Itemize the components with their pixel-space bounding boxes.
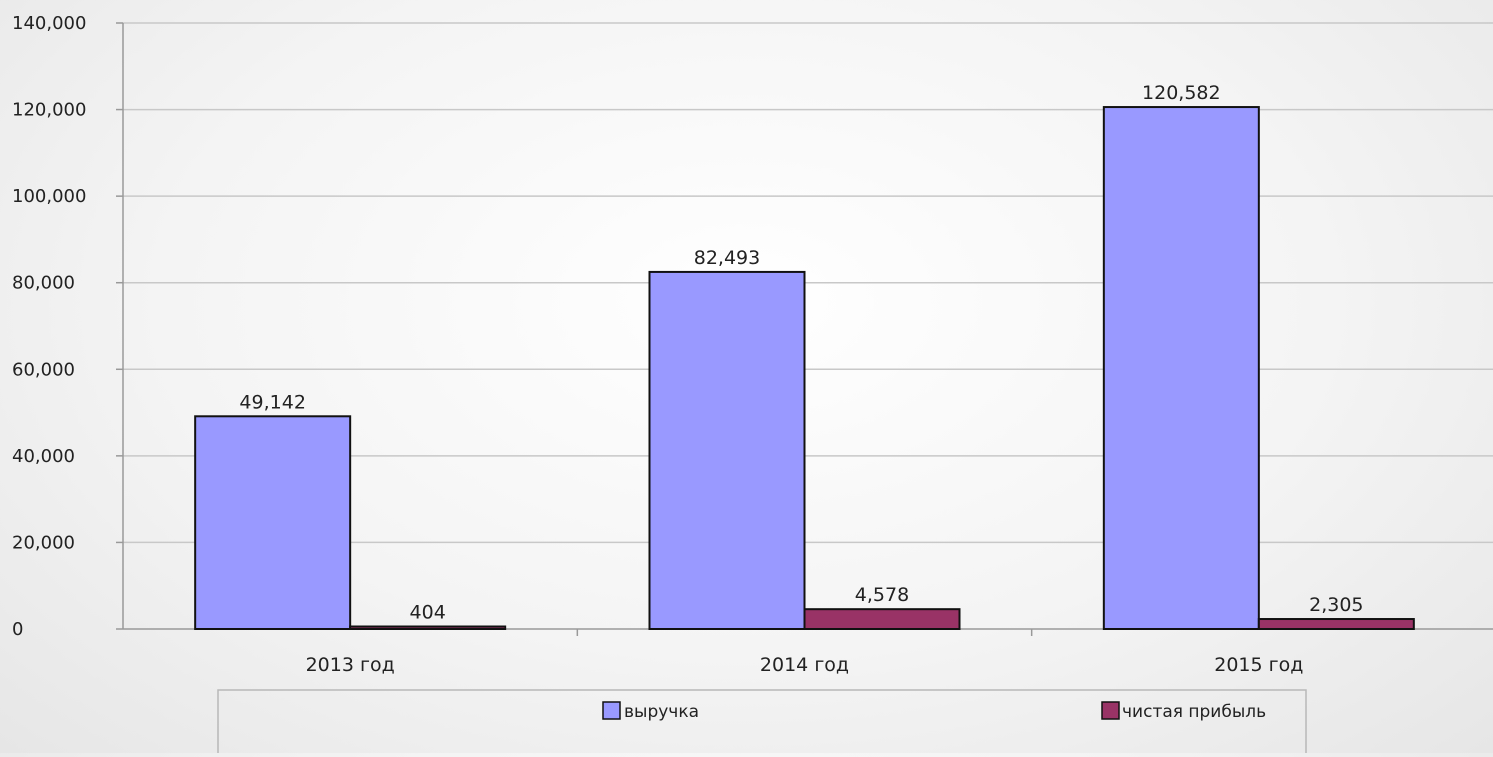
legend-label-revenue: выручка bbox=[624, 702, 699, 722]
gridlines bbox=[123, 22, 1493, 544]
y-tick-label: 140,000 bbox=[12, 13, 86, 34]
bar-revenue bbox=[648, 270, 806, 630]
data-label: 4,578 bbox=[855, 584, 909, 606]
y-tick-label: 40,000 bbox=[12, 446, 75, 467]
x-tick-label: 2014 год bbox=[760, 654, 849, 676]
data-label: 2,305 bbox=[1309, 594, 1363, 616]
y-tick-label: 100,000 bbox=[12, 186, 86, 207]
legend-box bbox=[217, 689, 1307, 757]
y-tick-label: 120,000 bbox=[12, 100, 86, 121]
legend-swatch-revenue bbox=[602, 701, 621, 720]
bar-net-profit bbox=[1257, 618, 1415, 631]
data-label: 404 bbox=[410, 602, 446, 624]
data-label: 82,493 bbox=[694, 247, 760, 269]
x-tick-label: 2015 год bbox=[1214, 654, 1303, 676]
x-tick-label: 2013 год bbox=[306, 654, 395, 676]
legend-label-net-profit: чистая прибыль bbox=[1122, 702, 1266, 722]
legend-swatch-net-profit bbox=[1101, 701, 1120, 720]
legend: выручка чистая прибыль bbox=[217, 689, 1307, 757]
data-label: 49,142 bbox=[239, 391, 305, 413]
y-tick-label: 0 bbox=[12, 619, 23, 640]
bar-net-profit bbox=[803, 608, 961, 630]
bar-net-profit bbox=[349, 625, 507, 630]
bar-revenue bbox=[1102, 106, 1260, 631]
y-tick-label: 80,000 bbox=[12, 273, 75, 294]
data-label: 120,582 bbox=[1142, 82, 1221, 104]
bars bbox=[194, 106, 1415, 631]
labels: 0 20,000 40,000 60,000 80,000 100,000 120,000 1… bbox=[12, 13, 1364, 676]
y-tick-label: 60,000 bbox=[12, 359, 75, 380]
y-tick-label: 20,000 bbox=[12, 532, 75, 553]
bar-revenue bbox=[194, 415, 352, 630]
